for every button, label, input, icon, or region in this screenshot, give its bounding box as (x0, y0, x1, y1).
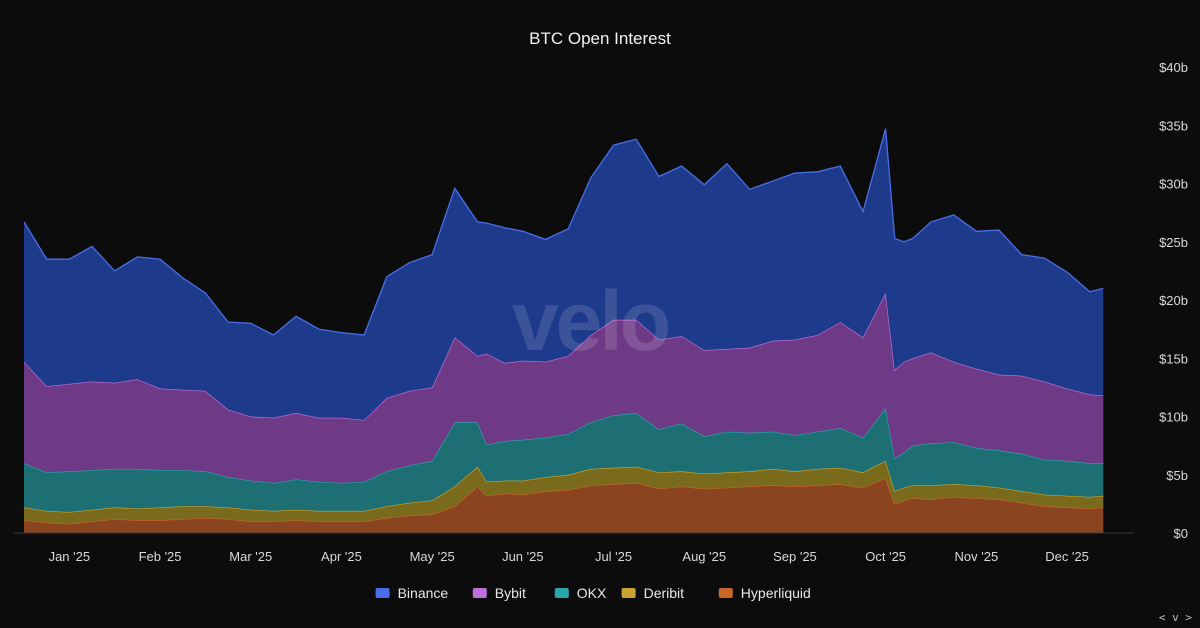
x-tick-label: Apr '25 (321, 549, 362, 564)
area-hyperliquid (24, 478, 1104, 533)
x-tick-label: May '25 (410, 549, 455, 564)
legend-label-deribit: Deribit (644, 585, 685, 601)
x-tick-label: Oct '25 (865, 549, 906, 564)
y-tick-label: $20b (1159, 293, 1188, 308)
y-tick-label: $0 (1174, 526, 1188, 541)
y-tick-label: $15b (1159, 351, 1188, 366)
expand-toggle-icon[interactable]: < v > (1158, 611, 1192, 624)
legend-swatch-okx (554, 588, 569, 598)
legend-label-binance: Binance (398, 585, 449, 601)
x-tick-label: Nov '25 (955, 549, 999, 564)
y-tick-label: $30b (1159, 177, 1188, 192)
area-bybit (24, 293, 1104, 483)
legend: Binance Bybit OKX Deribit Hyperliquid (375, 585, 811, 601)
y-tick-label: $35b (1159, 118, 1188, 133)
legend-label-bybit: Bybit (495, 585, 526, 601)
x-tick-label: Dec '25 (1045, 549, 1089, 564)
x-tick-label: Jun '25 (502, 549, 544, 564)
y-axis-ticks: $0 $5b $10b $15b $20b $25b $30b $35b $40b (1159, 60, 1188, 541)
stacked-areas (23, 128, 1104, 533)
legend-label-okx: OKX (577, 585, 607, 601)
area-binance (24, 128, 1104, 420)
y-tick-label: $25b (1159, 235, 1188, 250)
area-okx (24, 408, 1104, 512)
legend-label-hyperliquid: Hyperliquid (741, 585, 811, 601)
velo-watermark: velo (512, 274, 669, 368)
x-tick-label: Sep '25 (773, 549, 817, 564)
x-tick-label: Mar '25 (229, 549, 272, 564)
x-tick-label: Jan '25 (49, 549, 91, 564)
legend-swatch-deribit (621, 588, 636, 598)
line-binance (23, 128, 1104, 336)
y-tick-label: $5b (1166, 468, 1188, 483)
chart-title: BTC Open Interest (529, 29, 671, 48)
x-axis-ticks: Jan '25 Feb '25 Mar '25 Apr '25 May '25 Jun '… (49, 549, 1089, 564)
x-tick-label: Feb '25 (139, 549, 182, 564)
legend-swatch-binance (375, 588, 390, 598)
y-tick-label: $40b (1159, 60, 1188, 75)
legend-swatch-hyperliquid (718, 588, 733, 598)
y-tick-label: $10b (1159, 410, 1188, 425)
x-tick-label: Aug '25 (682, 549, 726, 564)
area-deribit (24, 460, 1104, 524)
legend-swatch-bybit (472, 588, 487, 598)
x-tick-label: Jul '25 (595, 549, 632, 564)
